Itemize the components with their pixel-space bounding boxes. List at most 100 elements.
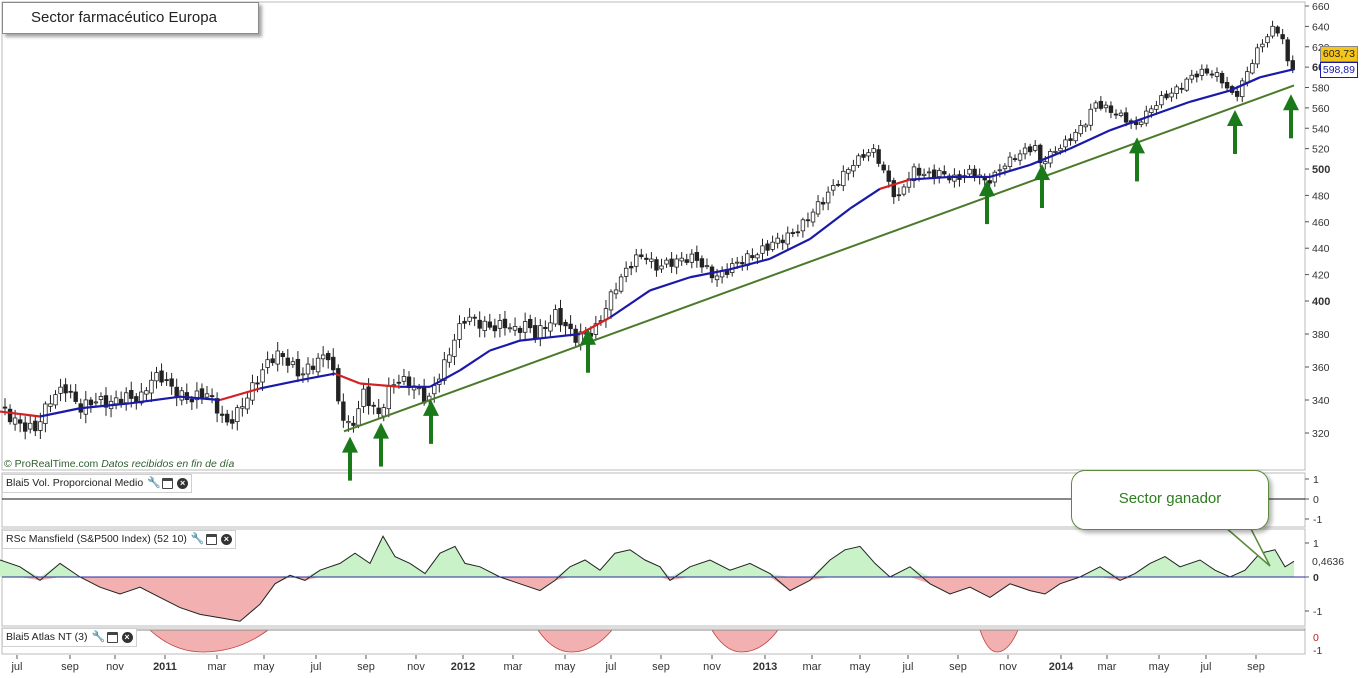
wrench-icon[interactable]: 🔧 — [91, 631, 106, 643]
window-icon[interactable] — [205, 534, 217, 545]
candle-body — [487, 321, 492, 328]
candle-body — [477, 319, 482, 329]
y-tick-label: 640 — [1312, 21, 1330, 33]
candle-body — [432, 384, 437, 395]
candle-body — [1209, 73, 1215, 76]
support-arrow — [423, 399, 439, 444]
x-tick-label: sep — [1247, 661, 1265, 673]
candle-body — [669, 258, 674, 267]
callout-box: Sector ganador — [1071, 470, 1269, 530]
candle-body — [538, 325, 543, 339]
moving-average-segment — [549, 332, 581, 339]
moving-average-segment — [0, 410, 41, 418]
window-icon[interactable] — [162, 478, 174, 489]
candle-body — [1007, 156, 1013, 167]
candle-body — [255, 382, 260, 385]
candle-body — [785, 232, 790, 245]
candle-body — [1184, 78, 1189, 91]
candle-body — [73, 391, 78, 402]
candle-body — [810, 211, 816, 223]
candle-body — [770, 241, 775, 250]
candle-body — [270, 358, 275, 364]
candle-body — [674, 258, 679, 268]
candle-body — [320, 354, 326, 360]
x-tick-label: 2012 — [451, 661, 475, 673]
window-icon[interactable] — [106, 632, 118, 643]
candle-body — [376, 407, 381, 415]
candle-body — [1275, 26, 1280, 34]
candle-body — [921, 173, 927, 176]
candle-body — [502, 318, 508, 329]
candle-body — [28, 422, 33, 430]
candle-body — [63, 384, 68, 394]
moving-average-segment — [299, 372, 336, 382]
candle-body — [1154, 105, 1159, 110]
moving-average-segment — [729, 257, 771, 271]
copyright-note: © ProRealTime.com Datos recibidos en fin… — [4, 458, 234, 470]
candle-body — [952, 174, 957, 182]
moving-average-segment — [519, 336, 551, 342]
moving-average-segment — [129, 395, 181, 405]
candle-body — [58, 386, 63, 394]
candle-body — [371, 404, 376, 407]
candle-body — [623, 267, 629, 277]
arrow-head — [373, 422, 389, 439]
x-tick-label: jul — [10, 661, 22, 673]
candle-body — [1002, 165, 1008, 170]
candle-body — [452, 339, 457, 357]
candle-body — [639, 254, 644, 257]
moving-average-segment — [649, 276, 691, 292]
candle-body — [1027, 146, 1033, 153]
x-tick-label: 2014 — [1049, 661, 1074, 673]
candle-body — [533, 325, 538, 340]
candle-body — [285, 357, 290, 366]
candle-body — [472, 316, 477, 319]
candle-body — [310, 365, 316, 370]
close-icon[interactable]: × — [220, 534, 232, 545]
candle-body — [861, 154, 866, 158]
volume-indicator-header[interactable]: Blai5 Vol. Proporcional Medio 🔧 × — [2, 474, 193, 493]
mansfield-indicator-header[interactable]: RSc Mansfield (S&P500 Index) (52 10) 🔧 × — [2, 530, 236, 549]
candle-body — [1103, 104, 1109, 109]
candle-body — [1113, 113, 1119, 116]
candle-body — [1118, 112, 1124, 116]
y-tick-label: 660 — [1312, 1, 1330, 13]
candle-body — [1159, 95, 1164, 106]
candle-body — [871, 148, 876, 153]
x-tick-label: sep — [949, 661, 967, 673]
atlas-indicator-header[interactable]: Blai5 Atlas NT (3) 🔧 × — [2, 628, 137, 647]
candle-body — [608, 291, 614, 311]
candle-body — [972, 168, 977, 177]
candle-body — [836, 183, 841, 186]
close-icon[interactable]: × — [177, 478, 189, 489]
y-tick-label: 380 — [1312, 329, 1330, 341]
x-tick-label: may — [850, 661, 871, 673]
candle-body — [144, 390, 149, 395]
candle-body — [1199, 68, 1205, 76]
volume-indicator-label: Blai5 Vol. Proporcional Medio — [6, 477, 144, 489]
mansfield-tick-label: -1 — [1313, 606, 1322, 618]
candle-body — [295, 358, 301, 377]
candle-body — [932, 169, 937, 178]
candle-body — [300, 373, 306, 376]
wrench-icon[interactable]: 🔧 — [190, 533, 205, 545]
y-tick-label: 400 — [1312, 296, 1330, 308]
candle-body — [831, 185, 836, 191]
candle-body — [699, 258, 705, 268]
moving-average-segment — [219, 387, 261, 402]
moving-average-segment — [79, 402, 131, 410]
candle-body — [194, 390, 200, 401]
candle-body — [800, 219, 806, 232]
x-tick-label: nov — [407, 661, 425, 673]
candle-body — [654, 259, 659, 271]
candle-body — [17, 419, 23, 424]
candle-body — [346, 421, 351, 424]
support-arrow — [1129, 137, 1145, 182]
candle-body — [846, 168, 851, 174]
close-icon[interactable]: × — [121, 632, 133, 643]
wrench-icon[interactable]: 🔧 — [147, 477, 161, 489]
candle-body — [497, 320, 503, 329]
atlas-indicator-label: Blai5 Atlas NT (3) — [6, 631, 88, 643]
moving-average-segment — [849, 187, 881, 210]
